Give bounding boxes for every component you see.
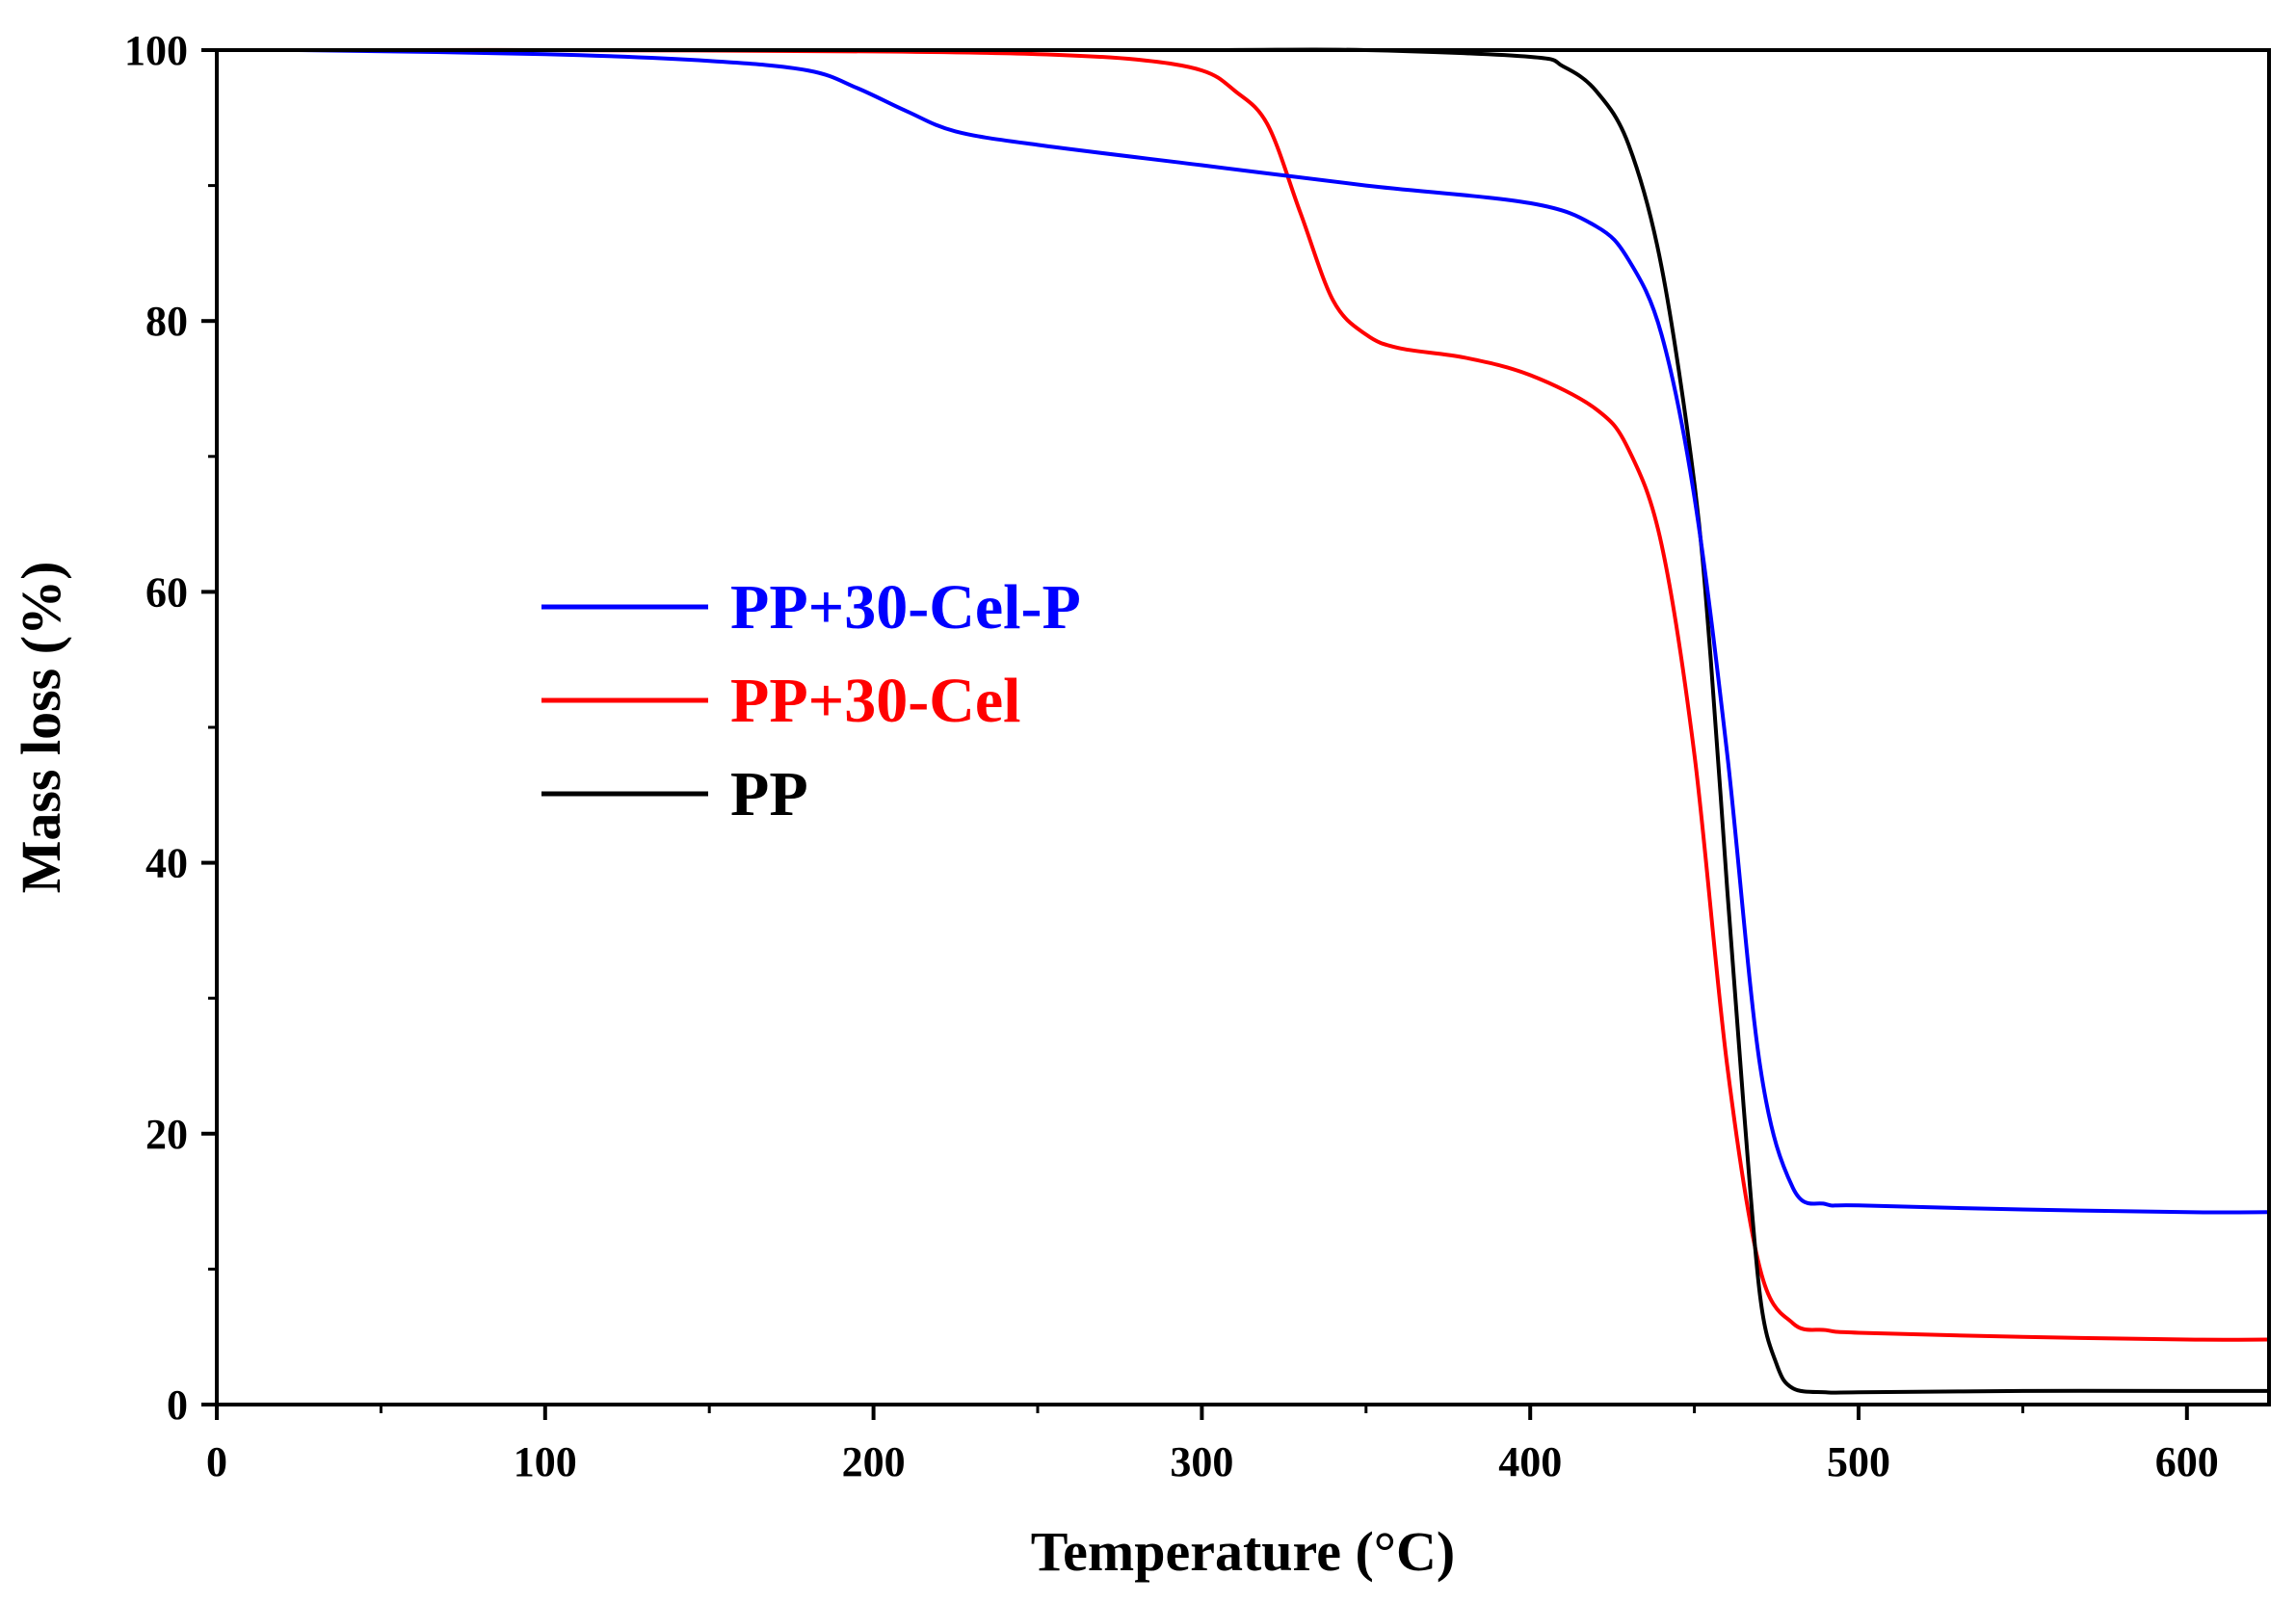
ticks-layer: 0 100 200 300 400 500 600 0 20 40 60 80 100 — [124, 27, 2219, 1485]
series-line-pp — [297, 47, 2271, 1395]
legend-label: PP+30-Cel — [730, 666, 1021, 736]
legend-item-pp-30-cel-p: PP+30-Cel-P — [541, 572, 1081, 643]
x-tick-label: 0 — [206, 1438, 227, 1485]
axes-frame — [215, 48, 2271, 1406]
legend-label: PP+30-Cel-P — [730, 572, 1081, 643]
x-tick-label: 200 — [842, 1438, 906, 1485]
plot-area: 0 100 200 300 400 500 600 0 20 40 60 80 100 — [124, 27, 2271, 1485]
x-tick-label: 500 — [1827, 1438, 1890, 1485]
legend-item-pp-30-cel: PP+30-Cel — [541, 666, 1021, 736]
x-tick-label: 400 — [1498, 1438, 1562, 1485]
series-line-pp-30-cel — [297, 47, 2271, 1342]
y-tick-label: 80 — [145, 298, 188, 345]
y-tick-label: 0 — [167, 1381, 188, 1429]
y-axis-title: Mass loss (%) — [10, 562, 72, 894]
y-tick-label: 60 — [145, 568, 188, 616]
y-tick-label: 100 — [124, 27, 188, 74]
x-tick-label: 100 — [514, 1438, 577, 1485]
series-line-pp-30-cel-p — [297, 48, 2271, 1215]
legend-label: PP — [730, 759, 808, 829]
legend: PP+30-Cel-P PP+30-Cel PP — [541, 572, 1081, 829]
y-tick-label: 20 — [145, 1111, 188, 1158]
x-axis-title: Temperature (°C) — [1031, 1520, 1455, 1583]
y-tick-label: 40 — [145, 840, 188, 887]
x-tick-label: 600 — [2155, 1438, 2219, 1485]
x-tick-label: 300 — [1170, 1438, 1233, 1485]
legend-item-pp: PP — [541, 759, 808, 829]
series-layer — [297, 47, 2271, 1395]
